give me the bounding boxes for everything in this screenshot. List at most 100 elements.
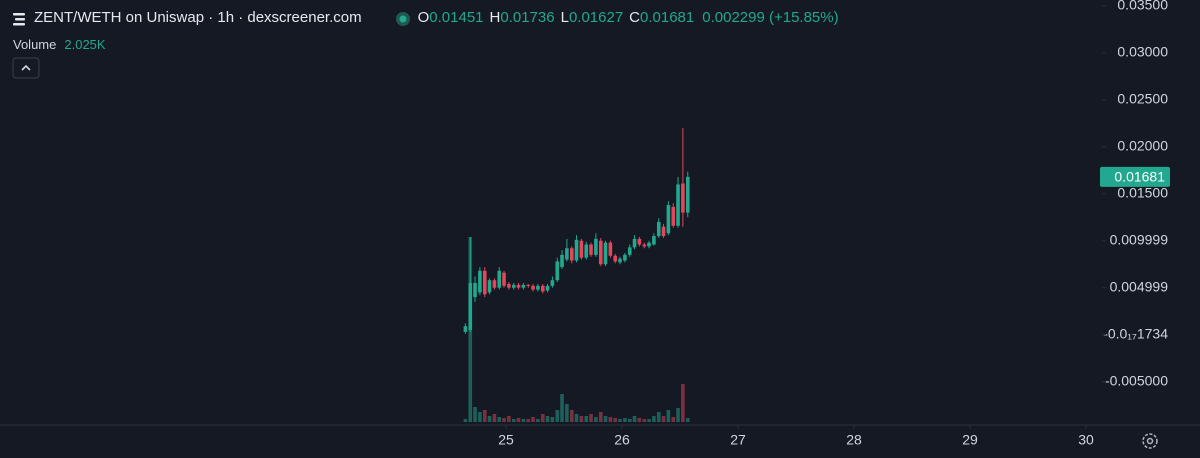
settings-button[interactable] <box>1142 433 1158 449</box>
collapse-icon <box>21 64 31 71</box>
candle-body <box>550 280 555 286</box>
volume-bar <box>555 410 560 422</box>
volume-bar <box>487 416 492 422</box>
x-tick-label: 27 <box>730 432 746 448</box>
x-tick-label: 28 <box>846 432 862 448</box>
volume-bar <box>574 414 579 422</box>
volume-bar <box>685 417 690 422</box>
volume-bar <box>540 414 545 422</box>
volume-bar <box>608 417 613 422</box>
candle-body <box>637 238 642 245</box>
y-tick-label: -0.0₁₇1734 <box>1103 325 1168 341</box>
collapse-button[interactable] <box>12 57 40 79</box>
candle-body <box>560 254 564 268</box>
volume-bar <box>497 417 502 422</box>
candle-body <box>555 261 560 281</box>
high-value: 0.01736 <box>500 9 555 26</box>
candle-body <box>473 283 477 298</box>
x-tick-label: 30 <box>1078 432 1094 448</box>
logo <box>13 13 25 26</box>
candle-body <box>497 270 502 288</box>
candle-body <box>618 258 622 263</box>
volume-bar <box>656 412 661 422</box>
candle-body <box>502 272 506 286</box>
volume-bar <box>565 404 569 422</box>
x-tick-label: 29 <box>962 432 978 448</box>
volume-label: Volume <box>13 37 57 52</box>
candle-body <box>516 284 521 288</box>
candle-body <box>594 238 598 255</box>
candle-body <box>540 285 545 292</box>
volume-bar <box>507 416 511 422</box>
candle-body <box>536 285 540 290</box>
y-tick-label: 0.02500 <box>1117 91 1168 107</box>
volume-bar <box>661 416 666 422</box>
volume-bar <box>618 419 622 422</box>
candle-body <box>632 238 637 248</box>
volume-bar <box>482 410 487 422</box>
candle-body <box>589 244 593 255</box>
volume-bar <box>502 418 506 422</box>
candle-body <box>565 248 569 260</box>
low-value: 0.01627 <box>568 9 624 26</box>
candle-body <box>676 184 680 226</box>
volume-bar <box>560 394 564 422</box>
volume-bar <box>666 410 671 422</box>
volume-bar <box>681 384 685 422</box>
volume-bar <box>536 419 540 422</box>
pair-title: ZENT/WETH on Uniswap · 1h · dexscreener.… <box>34 9 362 26</box>
candle-body <box>584 244 589 258</box>
close-value: 0.01681 <box>640 9 695 26</box>
volume-bar <box>521 419 526 422</box>
candle-body <box>613 255 618 262</box>
candle-body <box>545 285 550 291</box>
volume-bar <box>594 417 598 422</box>
volume-bar <box>623 418 627 422</box>
candle-body <box>623 254 627 261</box>
volume-bar <box>637 418 642 422</box>
candle-body <box>627 247 632 255</box>
y-tick-label: 0.02000 <box>1117 138 1168 154</box>
volume-bar <box>463 419 468 422</box>
axes: 0.03500 0.03000 0.02500 0.02000 0.01500 0.009… <box>1100 0 1170 388</box>
volume-bar <box>647 419 651 422</box>
x-tick-label: 26 <box>614 432 630 448</box>
volume-bar <box>603 416 608 422</box>
candle-body <box>603 242 608 265</box>
volume-bar <box>478 412 482 422</box>
volume-bar <box>579 416 584 422</box>
change-value: 0.002299 (+15.85%) <box>702 9 839 26</box>
y-tick-label: 0.01500 <box>1117 185 1168 201</box>
high-label: H <box>489 9 501 26</box>
volume-bar <box>492 414 497 422</box>
candle-body <box>671 206 676 226</box>
open-value: 0.01451 <box>429 9 484 26</box>
candle-body <box>492 280 497 288</box>
candle-body <box>478 270 482 293</box>
candle-body <box>521 284 526 288</box>
last-price-box <box>1100 166 1170 187</box>
status-dot <box>399 15 407 23</box>
candle-body <box>507 283 511 288</box>
candle-body <box>463 326 468 332</box>
y-tick-label: 0.004999 <box>1110 278 1169 294</box>
volume-bar <box>550 417 555 422</box>
candle-body <box>661 226 666 237</box>
candle-body <box>487 280 492 293</box>
candle-body <box>579 240 584 258</box>
close-label: C <box>629 9 641 26</box>
candle-body <box>656 221 661 237</box>
low-label: L <box>560 9 569 26</box>
volume-bar <box>652 416 656 422</box>
candle-body <box>511 284 516 288</box>
volume-bar <box>589 414 593 422</box>
plot-area: 25 26 27 28 29 30 <box>463 128 1094 448</box>
volume-bar <box>473 407 477 422</box>
candle-body <box>681 183 685 213</box>
candle-body <box>666 205 671 234</box>
volume-bar <box>516 418 521 422</box>
candle-body <box>482 270 487 295</box>
y-tick-label: 0.03500 <box>1117 0 1168 13</box>
